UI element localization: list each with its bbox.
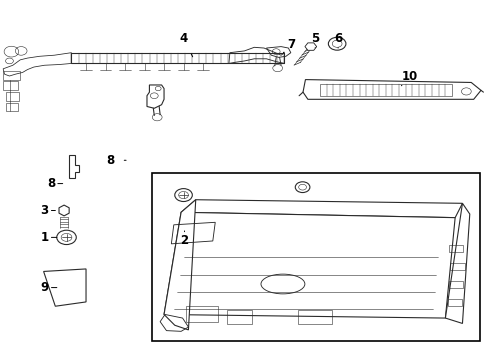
Text: 7: 7 (283, 38, 294, 53)
Bar (152, 173, 479, 341)
Polygon shape (181, 200, 462, 218)
Bar (5, 92, 19, 101)
Text: 4: 4 (179, 32, 192, 57)
Bar (3, 81, 18, 90)
Polygon shape (303, 80, 480, 99)
Bar (449, 263, 464, 270)
Text: 10: 10 (401, 69, 418, 86)
Bar (3, 71, 20, 80)
Text: 8: 8 (47, 177, 62, 190)
Bar (227, 310, 251, 324)
Polygon shape (163, 212, 454, 318)
Bar (185, 306, 217, 321)
Bar (447, 299, 462, 306)
Text: 8: 8 (106, 154, 126, 167)
Text: 5: 5 (310, 32, 319, 48)
Text: 1: 1 (41, 231, 57, 244)
Circle shape (295, 182, 309, 193)
Text: 2: 2 (180, 231, 188, 247)
Bar (5, 103, 18, 111)
Polygon shape (59, 205, 69, 216)
Bar (320, 84, 451, 96)
Bar (298, 310, 331, 324)
Polygon shape (305, 43, 316, 50)
Text: 6: 6 (333, 32, 342, 48)
Bar (448, 245, 463, 252)
Bar (448, 281, 463, 288)
Text: 9: 9 (41, 281, 57, 294)
Polygon shape (163, 200, 195, 330)
Polygon shape (445, 203, 469, 323)
Polygon shape (43, 269, 86, 306)
Text: 3: 3 (41, 204, 55, 217)
Circle shape (174, 189, 192, 202)
Bar (71, 53, 284, 63)
